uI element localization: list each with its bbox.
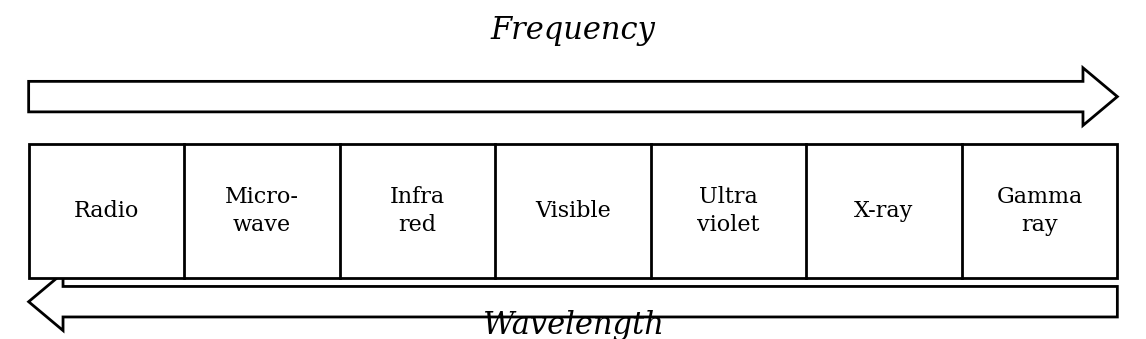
Text: Wavelength: Wavelength xyxy=(482,310,664,339)
Text: Ultra
violet: Ultra violet xyxy=(697,186,760,236)
Polygon shape xyxy=(29,273,1117,331)
Text: Radio: Radio xyxy=(73,200,139,222)
Text: Gamma
ray: Gamma ray xyxy=(997,186,1083,236)
Bar xyxy=(29,144,1117,278)
Text: Visible: Visible xyxy=(535,200,611,222)
Text: Frequency: Frequency xyxy=(490,15,656,46)
Text: X-ray: X-ray xyxy=(855,200,913,222)
Text: Infra
red: Infra red xyxy=(390,186,445,236)
Text: Micro-
wave: Micro- wave xyxy=(225,186,299,236)
Polygon shape xyxy=(29,68,1117,125)
